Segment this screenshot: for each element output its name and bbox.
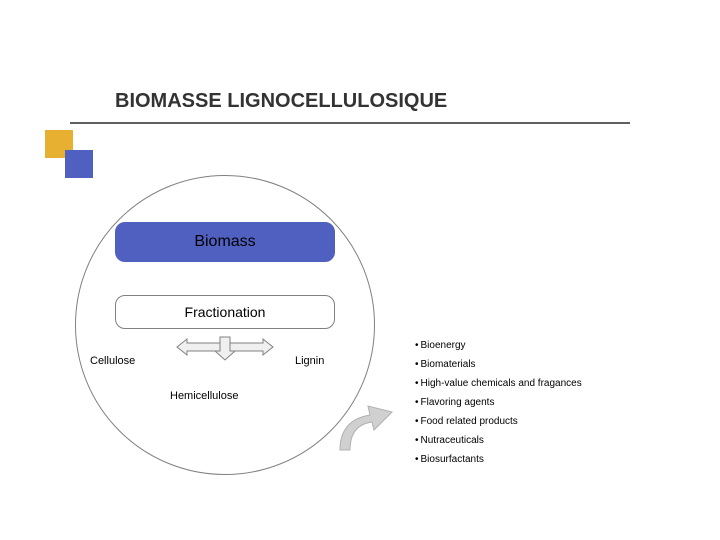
page-title: BIOMASSE LIGNOCELLULOSIQUE (115, 90, 447, 113)
fractionation-box: Fractionation (115, 295, 335, 329)
list-item: Flavoring agents (415, 397, 582, 408)
fractionation-label: Fractionation (185, 304, 266, 320)
decor-block-blue (65, 150, 93, 178)
component-cellulose: Cellulose (90, 355, 135, 367)
list-item: Bioenergy (415, 340, 582, 351)
biomass-label: Biomass (194, 233, 255, 251)
list-item: Food related products (415, 416, 582, 427)
list-item: Biomaterials (415, 359, 582, 370)
title-underline (70, 122, 630, 124)
list-item: Nutraceuticals (415, 435, 582, 446)
split-arrow-icon (175, 335, 275, 361)
curved-arrow-icon (330, 400, 400, 455)
biomass-box: Biomass (115, 222, 335, 262)
output-list: Bioenergy Biomaterials High-value chemic… (415, 340, 582, 473)
component-lignin: Lignin (295, 355, 324, 367)
component-hemicellulose: Hemicellulose (170, 390, 238, 402)
list-item: Biosurfactants (415, 454, 582, 465)
list-item: High-value chemicals and fragances (415, 378, 582, 389)
